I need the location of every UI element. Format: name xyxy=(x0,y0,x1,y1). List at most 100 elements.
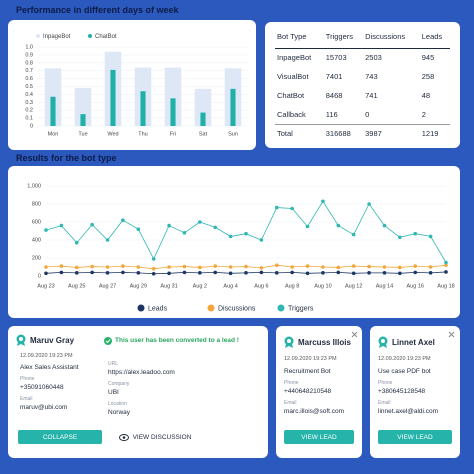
x-tick-label: Mon xyxy=(48,131,59,137)
point xyxy=(428,271,433,275)
bot: Alex Sales Assistant xyxy=(20,364,79,371)
button-text: VIEW LEAD xyxy=(301,433,337,441)
point xyxy=(305,271,310,276)
point xyxy=(121,218,125,222)
collapse-button[interactable]: COLLAPSE xyxy=(18,430,102,444)
point xyxy=(167,271,171,276)
bar xyxy=(194,88,212,126)
table-cell: 2503 xyxy=(365,53,382,63)
point xyxy=(290,270,294,275)
point xyxy=(351,264,356,268)
point xyxy=(259,270,264,275)
point xyxy=(351,271,356,276)
table-cell: Callback xyxy=(277,109,306,119)
field-label: Email xyxy=(378,400,391,406)
table-cell: 15703 xyxy=(325,53,347,63)
y-tick-label: 0 xyxy=(38,273,41,279)
point xyxy=(44,228,48,232)
table-cell: 3987 xyxy=(363,123,420,143)
x-tick-label: Aug 27 xyxy=(99,283,116,289)
y-tick-label: 0.6 xyxy=(25,76,33,82)
close-icon[interactable] xyxy=(448,331,455,338)
field-label: Email xyxy=(284,400,297,406)
phone: +35091060448 xyxy=(20,384,64,391)
close-icon[interactable] xyxy=(351,331,358,338)
view-lead-button[interactable]: VIEW LEAD xyxy=(378,430,452,444)
view-lead-button[interactable]: VIEW LEAD xyxy=(284,430,354,444)
point xyxy=(213,225,218,230)
point xyxy=(367,271,371,275)
button-text: COLLAPSE xyxy=(42,433,78,441)
point xyxy=(244,271,248,275)
point xyxy=(444,263,448,267)
column-header: Triggers xyxy=(323,26,364,49)
bar-card: 0 0.1 0.2 0.3 0.4 0.5 0.6 0.7 0.8 0.9 1.0 Mon Tue Wed… xyxy=(8,20,256,150)
table-cell: 2 xyxy=(421,109,426,119)
table-cell: 316688 xyxy=(323,123,364,143)
point xyxy=(398,271,402,276)
button-text: VIEW DISCUSSION xyxy=(132,433,192,441)
point xyxy=(290,265,294,269)
phone: +440648210548 xyxy=(284,388,332,395)
x-tick-label: Aug 18 xyxy=(437,283,454,289)
point xyxy=(259,238,264,242)
point xyxy=(198,220,202,224)
point xyxy=(182,264,187,269)
column-header: Bot Type xyxy=(275,26,324,49)
point xyxy=(336,223,341,228)
point xyxy=(74,265,79,270)
section-title: Performance in different days of week xyxy=(16,5,179,15)
point xyxy=(121,264,125,268)
legend-swatch xyxy=(277,304,285,312)
field-label: Phone xyxy=(284,380,299,386)
table-cell: VisualBot xyxy=(277,72,309,81)
table-row: InpageBot 15703 2503 945 xyxy=(275,48,450,67)
x-tick-label: Aug 2 xyxy=(193,283,207,289)
point xyxy=(428,265,433,269)
bar xyxy=(230,88,236,126)
point xyxy=(136,271,141,275)
field-label: Phone xyxy=(20,376,35,382)
y-tick-label: 0.1 xyxy=(25,116,33,122)
table-cell: 741 xyxy=(365,91,378,100)
email: marc.illois@soft.com xyxy=(284,408,345,415)
point xyxy=(105,271,110,275)
point xyxy=(182,270,187,275)
table-cell: 7401 xyxy=(325,72,343,81)
point xyxy=(44,271,48,276)
x-tick-label: Aug 23 xyxy=(37,283,54,289)
badge-icon xyxy=(16,334,26,346)
legend-label: ChatBot xyxy=(95,34,117,40)
y-tick-label: 0.8 xyxy=(25,60,33,66)
table-row: Total 316688 3987 1219 xyxy=(275,123,450,143)
lead-card: Maruv Gray This user has been converted … xyxy=(8,326,268,458)
point xyxy=(121,270,125,275)
x-tick-label: Fri xyxy=(170,131,176,137)
table-row: VisualBot 7401 743 258 xyxy=(275,67,450,86)
y-tick-label: 400 xyxy=(32,237,41,243)
x-tick-label: Thu xyxy=(138,131,147,137)
point xyxy=(351,232,356,237)
bot: Use case PDF bot xyxy=(378,368,431,375)
table-cell: 743 xyxy=(365,72,378,81)
date: 12.09.2020 19:23 PM xyxy=(20,353,73,359)
point xyxy=(444,260,448,265)
x-tick-label: Aug 14 xyxy=(376,283,393,289)
badge-icon xyxy=(284,336,294,348)
legend-label: Discussions xyxy=(218,305,256,312)
field-label: Email xyxy=(20,396,33,402)
bar xyxy=(74,88,92,126)
x-tick-label: Aug 25 xyxy=(68,283,85,289)
point xyxy=(336,265,341,270)
field-label: Company xyxy=(108,381,130,387)
point xyxy=(167,265,171,269)
point xyxy=(274,271,279,275)
point xyxy=(228,271,233,276)
view-discussion-button[interactable]: VIEW DISCUSSION xyxy=(112,430,198,444)
point xyxy=(413,231,418,236)
y-tick-label: 0.7 xyxy=(25,68,33,74)
point xyxy=(274,263,279,267)
point xyxy=(321,271,325,275)
bar xyxy=(80,114,86,126)
